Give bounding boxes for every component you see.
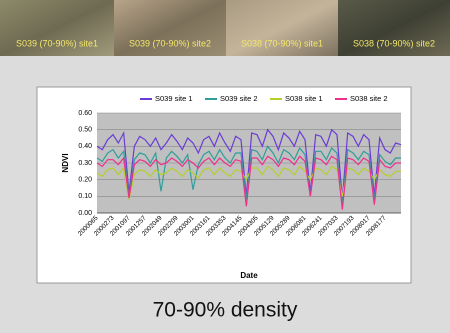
satellite-image [0,0,114,56]
satellite-image [338,0,450,56]
y-axis-label: NDVI [61,153,70,172]
legend-label: S039 site 1 [155,94,193,103]
data-line [96,128,402,200]
image-strip [0,0,450,56]
y-tick-label: 0.10 [78,193,92,200]
satellite-image [114,0,226,56]
y-tick-label: 0.00 [78,210,92,217]
y-tick-label: 0.40 [78,143,92,150]
data-line [96,155,401,210]
image-label: S039 (70-90%) site2 [129,38,211,48]
y-tick-label: 0.50 [78,127,92,134]
legend-label: S038 site 1 [285,94,323,103]
y-tick-label: 0.60 [78,110,92,117]
caption: 70-90% density [153,299,298,322]
y-tick-label: 0.30 [78,160,92,167]
data-line [96,165,401,200]
legend-label: S039 site 2 [220,94,258,103]
image-label: S038 (70-90%) site1 [241,38,323,48]
legend-label: S038 site 2 [350,94,388,103]
y-tick-label: 0.20 [78,177,92,184]
image-label: S038 (70-90%) site2 [353,38,435,48]
x-axis-label: Date [240,271,258,280]
image-label: S039 (70-90%) site1 [16,38,98,48]
satellite-image [226,0,338,56]
